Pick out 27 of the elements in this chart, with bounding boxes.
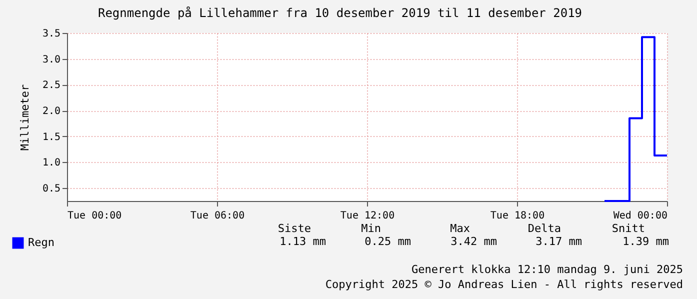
text: 1.13 mm — [280, 235, 326, 248]
text: Snitt — [612, 222, 645, 235]
text: Copyright 2025 © Jo Andreas Lien - All rights reserved — [325, 278, 683, 291]
y-tick-label: 3.5 — [42, 28, 60, 40]
y-tick-label: 2.5 — [42, 80, 60, 92]
text: Min — [361, 222, 381, 235]
x-tick-label: Tue 00:00 — [68, 210, 122, 222]
y-tick-label: 3.0 — [42, 54, 60, 66]
text: 1.39 mm — [622, 235, 670, 248]
x-tick-label: Tue 06:00 — [190, 210, 245, 222]
legend-label: Regn — [28, 236, 54, 249]
x-tick-label: Wed 00:00 — [613, 210, 668, 222]
chart-title: Regnmengde på Lillehammer fra 10 desember 2019 til 11 desember 2019 — [98, 6, 582, 20]
text: Delta — [528, 222, 561, 235]
y-axis-title: Millimeter — [18, 84, 32, 151]
text: 0.25 mm — [364, 235, 412, 248]
text: 3.17 mm — [536, 235, 582, 248]
y-tick-label: 0.5 — [42, 184, 60, 195]
y-tick-label: 1.0 — [42, 158, 60, 169]
text: Max — [450, 222, 470, 235]
x-tick-label: Tue 12:00 — [340, 210, 395, 222]
x-tick-label: Tue 18:00 — [490, 210, 545, 222]
text: Generert klokka 12:10 mandag 9. juni 2025 — [411, 263, 683, 276]
y-tick-label: 2.0 — [42, 106, 60, 118]
y-tick-label: 1.5 — [42, 132, 60, 143]
text: 3.42 mm — [450, 235, 498, 248]
text: Siste — [278, 222, 311, 235]
